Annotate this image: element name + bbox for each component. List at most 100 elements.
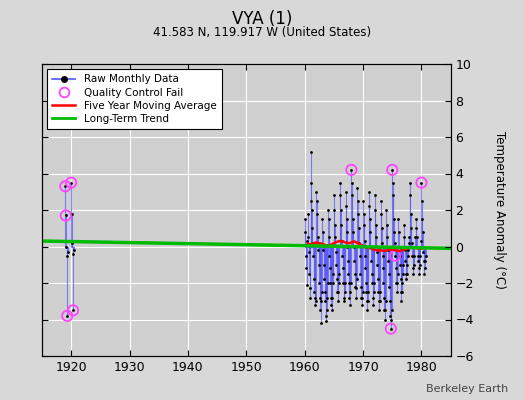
- Point: [325, 252, 334, 259]
- Point: [346, 289, 355, 295]
- Point: [312, 188, 321, 195]
- Point: [385, 271, 393, 277]
- Text: VYA (1): VYA (1): [232, 10, 292, 28]
- Point: [359, 198, 367, 204]
- Point: [302, 265, 310, 272]
- Point: [334, 289, 343, 295]
- Point: [340, 298, 348, 304]
- Point: [314, 262, 323, 268]
- Point: [394, 216, 402, 222]
- Point: [329, 280, 337, 286]
- Point: [333, 289, 342, 295]
- Point: [326, 280, 335, 286]
- Point: [312, 298, 320, 304]
- Point: [408, 252, 417, 259]
- Point: [402, 271, 411, 277]
- Point: [306, 294, 314, 301]
- Point: [404, 247, 412, 253]
- Point: [62, 243, 70, 250]
- Point: [395, 252, 403, 259]
- Point: [351, 271, 359, 277]
- Point: [319, 229, 327, 235]
- Point: [400, 234, 409, 240]
- Point: [352, 285, 361, 292]
- Point: [325, 234, 333, 240]
- Point: [331, 222, 339, 228]
- Point: [405, 234, 413, 240]
- Point: [351, 284, 359, 290]
- Point: [332, 249, 340, 255]
- Point: [350, 258, 358, 264]
- Text: 41.583 N, 119.917 W (United States): 41.583 N, 119.917 W (United States): [153, 26, 371, 39]
- Point: [68, 250, 77, 257]
- Point: [344, 258, 352, 264]
- Point: [61, 212, 70, 219]
- Point: [343, 229, 351, 235]
- Point: [67, 180, 75, 186]
- Point: [363, 298, 371, 304]
- Legend: Raw Monthly Data, Quality Control Fail, Five Year Moving Average, Long-Term Tren: Raw Monthly Data, Quality Control Fail, …: [47, 69, 222, 129]
- Point: [337, 222, 345, 228]
- Point: [395, 229, 403, 235]
- Point: [311, 294, 320, 301]
- Point: [322, 307, 331, 314]
- Point: [315, 280, 323, 286]
- Point: [382, 207, 390, 213]
- Point: [356, 271, 364, 277]
- Point: [394, 271, 402, 277]
- Point: [407, 210, 415, 217]
- Point: [328, 294, 336, 301]
- Point: [368, 271, 376, 277]
- Point: [336, 207, 345, 213]
- Point: [339, 280, 347, 286]
- Point: [307, 148, 315, 155]
- Point: [383, 222, 391, 228]
- Point: [401, 247, 409, 253]
- Point: [416, 252, 424, 259]
- Point: [348, 192, 356, 199]
- Point: [416, 243, 424, 250]
- Point: [354, 225, 363, 232]
- Point: [372, 234, 380, 240]
- Point: [375, 298, 383, 304]
- Point: [369, 302, 377, 308]
- Point: [364, 298, 372, 304]
- Point: [411, 234, 419, 240]
- Point: [327, 294, 335, 301]
- Point: [388, 167, 397, 173]
- Point: [362, 289, 370, 295]
- Point: [321, 313, 330, 319]
- Point: [357, 302, 366, 308]
- Point: [347, 167, 356, 173]
- Point: [413, 252, 422, 259]
- Point: [421, 265, 429, 272]
- Point: [332, 262, 341, 268]
- Point: [384, 247, 392, 253]
- Point: [354, 210, 363, 217]
- Point: [398, 289, 406, 295]
- Point: [348, 216, 357, 222]
- Point: [368, 294, 377, 301]
- Point: [61, 212, 70, 219]
- Point: [307, 180, 315, 186]
- Point: [362, 280, 370, 286]
- Point: [341, 188, 350, 195]
- Point: [371, 207, 379, 213]
- Point: [374, 276, 382, 282]
- Point: [396, 276, 405, 282]
- Point: [382, 298, 390, 304]
- Point: [318, 289, 326, 295]
- Point: [419, 229, 427, 235]
- Point: [365, 188, 373, 195]
- Point: [392, 289, 401, 295]
- Point: [395, 243, 403, 250]
- Point: [313, 210, 322, 217]
- Point: [418, 198, 426, 204]
- Text: Berkeley Earth: Berkeley Earth: [426, 384, 508, 394]
- Point: [345, 294, 354, 301]
- Point: [393, 280, 401, 286]
- Point: [387, 316, 396, 323]
- Point: [361, 238, 369, 244]
- Point: [417, 180, 425, 186]
- Point: [387, 326, 395, 332]
